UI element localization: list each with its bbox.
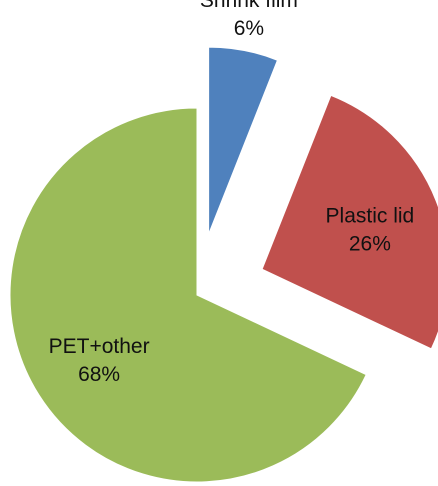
pie-slice-plastic-lid: [261, 94, 438, 350]
pie-slice-pet-other: [9, 107, 367, 483]
slice-name-label: Plastic lid: [326, 205, 415, 228]
pie-slice-shrink-film: [208, 46, 279, 235]
slice-name-label: Shrink film: [200, 0, 298, 12]
labels-layer: Shrink film 6% Plastic lid 26% PET+other 68%: [49, 0, 415, 386]
slice-name-label: PET+other: [49, 335, 150, 358]
slice-value-label: 68%: [78, 363, 120, 386]
slice-value-label: 26%: [349, 233, 391, 256]
slices-layer: [9, 46, 438, 483]
slice-value-label: 6%: [234, 17, 264, 40]
